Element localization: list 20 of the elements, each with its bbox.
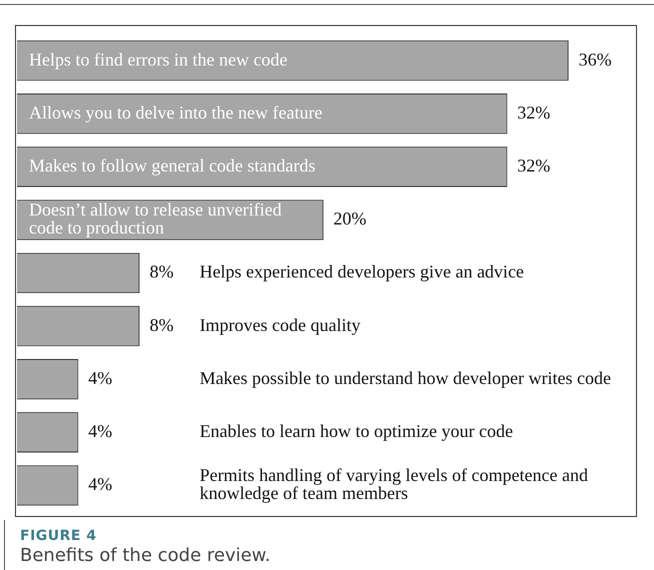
y-tick-label: Permits handling of varying levels of competence and knowledge of team members xyxy=(200,465,588,504)
y-tick-label: Doesn’t allow to release unverified code to production xyxy=(29,200,282,238)
y-tick-label: Makes to follow general code standards xyxy=(29,156,316,176)
caption: FIGURE 4 xyxy=(20,528,97,544)
data-label: 8% xyxy=(150,262,174,282)
y-tick-label: Enables to learn how to optimize your code xyxy=(200,421,513,442)
data-label: 32% xyxy=(517,102,550,122)
y-tick-label: Allows you to delve into the new feature xyxy=(29,102,322,122)
data-label: 32% xyxy=(517,156,550,176)
data-label: 4% xyxy=(88,474,112,494)
y-tick-label: Helps to find errors in the new code xyxy=(29,49,288,70)
data-label: 4% xyxy=(88,421,112,442)
y-tick-label: Makes possible to understand how developer writes code xyxy=(200,368,611,388)
data-label: 4% xyxy=(88,368,112,388)
data-label: 20% xyxy=(333,208,366,229)
text: Benefits of the code review. xyxy=(20,545,270,566)
data-label: 8% xyxy=(150,314,174,335)
y-tick-label: Improves code quality xyxy=(200,314,361,335)
y-tick-label: Helps experienced developers give an advice xyxy=(200,262,524,282)
data-label: 36% xyxy=(578,49,612,70)
